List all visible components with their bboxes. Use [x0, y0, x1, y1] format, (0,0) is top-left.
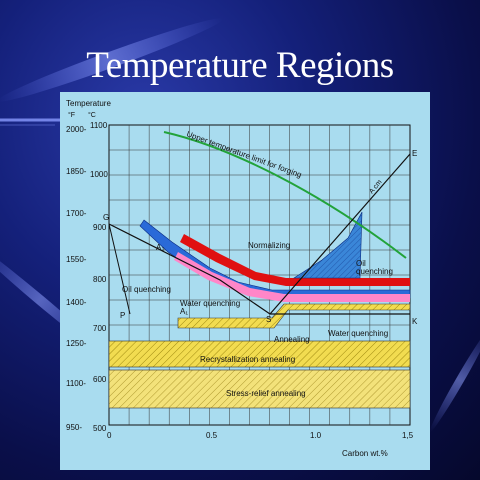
gp-line — [108, 223, 131, 315]
label-stress-relief-annealing: Stress-relief annealing — [226, 389, 306, 398]
y-tick-c-800: 800 — [93, 275, 107, 284]
acm-hardening-region — [292, 211, 363, 279]
y-tick-c-1100: 1100 — [90, 121, 108, 130]
temperature-regions-diagram: Temperature °F °C 2000- 1850- 1700- 1550… — [60, 92, 430, 470]
forging-limit-line — [163, 131, 407, 259]
label-water-quenching-right: Water quenching — [328, 329, 388, 338]
x-tick-0-5: 0.5 — [206, 431, 218, 440]
y-tick-f-1: 2000- — [66, 125, 87, 134]
label-normalizing: Normalizing — [248, 241, 290, 250]
y-tick-f-8: 950- — [66, 423, 82, 432]
label-oil-quenching-left: Oil quenching — [122, 285, 171, 294]
annealing-band — [177, 303, 411, 329]
y-unit-f: °F — [68, 111, 75, 119]
y-tick-c-500: 500 — [93, 424, 107, 433]
plot-area — [108, 124, 411, 426]
axis-ticks: 2000- 1850- 1700- 1550- 1400- 1250- 1100… — [66, 121, 414, 458]
label-a1: A₁ — [180, 307, 188, 316]
point-label-s: S — [266, 315, 271, 324]
y-tick-f-2: 1850- — [66, 167, 87, 176]
y-tick-c-900: 900 — [93, 223, 107, 232]
x-tick-0: 0 — [107, 431, 112, 440]
label-oil-quenching-top: Oil — [356, 259, 366, 268]
slide-title: Temperature Regions — [86, 45, 394, 86]
y-tick-c-600: 600 — [93, 375, 107, 384]
label-oil-quenching-bottom: quenching — [356, 267, 393, 276]
y-unit-c: °C — [88, 111, 96, 119]
y-axis-title: Temperature — [66, 99, 111, 108]
a3-line — [108, 223, 271, 315]
label-a3: A₃ — [156, 243, 165, 252]
x-axis-title: Carbon wt.% — [342, 449, 388, 458]
y-tick-f-5: 1400- — [66, 298, 87, 307]
y-tick-f-3: 1700- — [66, 209, 87, 218]
label-annealing: Annealing — [274, 335, 310, 344]
y-tick-f-4: 1550- — [66, 255, 87, 264]
y-tick-f-7: 1100- — [66, 379, 86, 388]
y-tick-c-700: 700 — [93, 324, 107, 333]
recrystallization-annealing-band — [108, 340, 411, 368]
point-label-k: K — [412, 317, 418, 326]
normalizing-band — [180, 234, 410, 286]
label-recrystallization-annealing: Recrystallization annealing — [200, 355, 295, 364]
point-label-g: G — [103, 213, 109, 222]
y-tick-f-6: 1250- — [66, 339, 87, 348]
point-label-e: E — [412, 149, 417, 158]
acm-line — [269, 153, 411, 315]
x-tick-1-5: 1,5 — [402, 431, 414, 440]
x-tick-1-0: 1.0 — [310, 431, 322, 440]
point-label-p: P — [120, 311, 125, 320]
label-water-quenching-left: Water quenching — [180, 299, 240, 308]
y-tick-c-1000: 1000 — [90, 170, 108, 179]
stress-relief-annealing-band — [108, 369, 411, 409]
